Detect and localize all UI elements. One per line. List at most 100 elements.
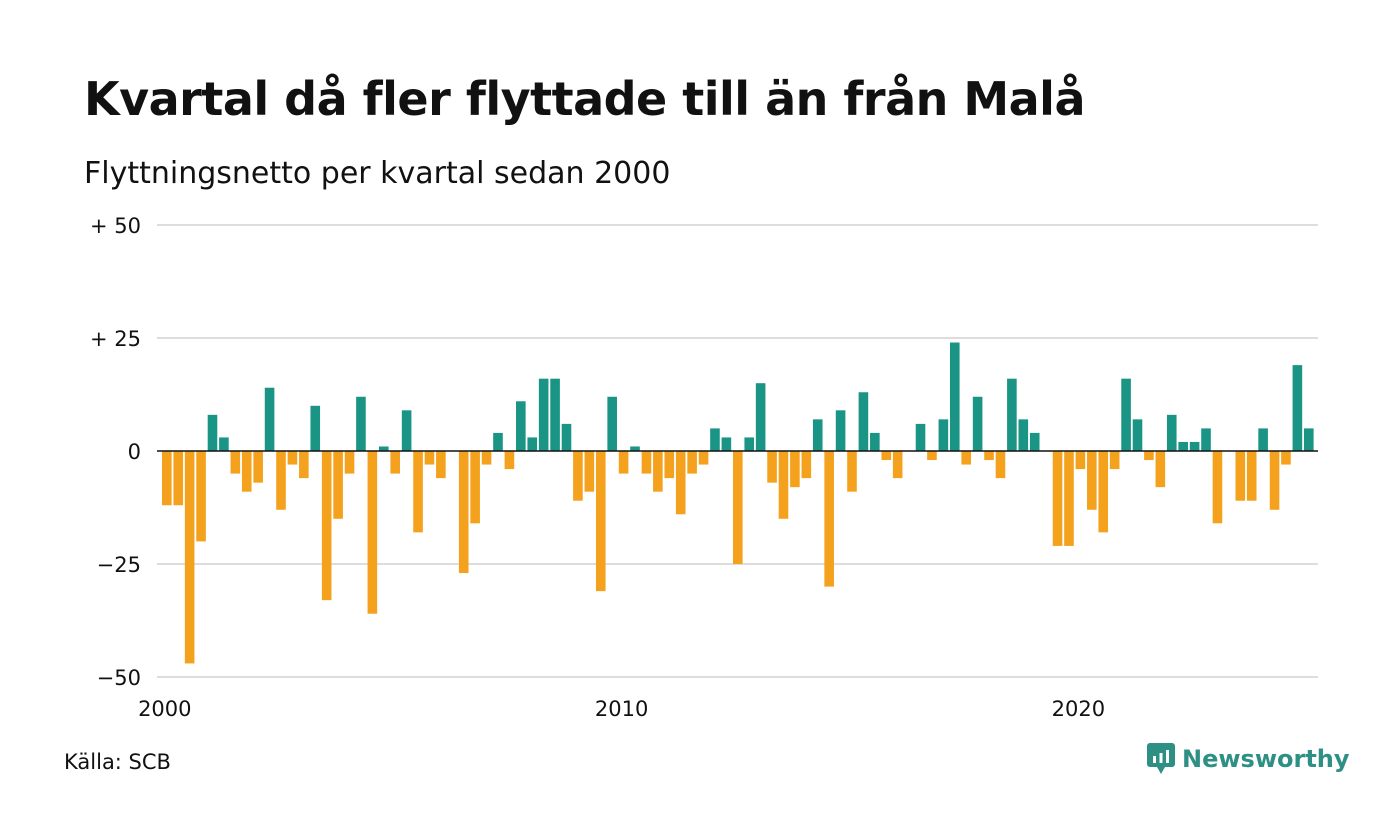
bar: [721, 437, 732, 451]
bar: [162, 451, 172, 506]
bar: [870, 432, 880, 451]
bar: [310, 405, 321, 451]
bar: [995, 451, 1006, 479]
bar: [436, 451, 446, 479]
bar: [1064, 451, 1074, 546]
bar: [253, 451, 263, 483]
bar: [504, 451, 515, 470]
bar: [196, 451, 206, 542]
bar: [1155, 451, 1166, 488]
y-tick-label: 0: [128, 440, 141, 464]
bar: [1007, 378, 1017, 451]
bar: [573, 451, 583, 501]
bar: [630, 446, 640, 451]
bar: [744, 437, 755, 451]
bar: [653, 451, 663, 492]
bar: [1201, 428, 1211, 451]
bar: [938, 419, 949, 451]
bars: [162, 342, 1314, 664]
bar: [321, 451, 332, 601]
bar: [1189, 441, 1200, 451]
bar: [767, 451, 777, 483]
bar: [481, 451, 492, 465]
x-tick-label: 2000: [138, 697, 191, 721]
grid-lines: [157, 224, 1318, 678]
bar: [470, 451, 480, 524]
y-tick-label: + 25: [90, 327, 141, 351]
bar: [801, 451, 812, 479]
bar: [1132, 419, 1143, 451]
bar: [561, 423, 572, 451]
bar: [641, 451, 652, 474]
bar: [778, 451, 789, 519]
chart-subtitle: Flyttningsnetto per kvartal sedan 2000: [84, 156, 671, 191]
brand-name: Newsworthy: [1182, 745, 1350, 773]
bar: [733, 451, 743, 564]
y-tick-label: −50: [97, 666, 141, 690]
bar: [1029, 432, 1040, 451]
bar: [276, 451, 286, 510]
bar: [516, 401, 526, 451]
bar: [264, 387, 275, 451]
bar: [915, 423, 926, 451]
bar: [812, 419, 823, 451]
bar: [378, 446, 389, 451]
bar: [881, 451, 892, 461]
bar: [961, 451, 971, 465]
bar: [584, 451, 595, 492]
bar: [824, 451, 834, 587]
bar: [333, 451, 343, 519]
bar: [401, 410, 412, 451]
bar: [984, 451, 994, 461]
bar: [241, 451, 252, 492]
bar: [972, 396, 983, 451]
bar: [1246, 451, 1257, 501]
bar: [664, 451, 675, 479]
bar: [1178, 441, 1188, 451]
bar: [1144, 451, 1154, 461]
bar: [230, 451, 241, 474]
bar: [207, 414, 218, 451]
bar: [413, 451, 423, 533]
bar: [299, 451, 309, 479]
bar: [1166, 414, 1177, 451]
bar: [1281, 451, 1291, 465]
x-tick-label: 2010: [595, 697, 648, 721]
bar: [1109, 451, 1120, 470]
bar: [550, 378, 560, 451]
bar: [538, 378, 549, 451]
bar: [287, 451, 298, 465]
bar: [687, 451, 697, 474]
bar: [595, 451, 606, 592]
bar: [1258, 428, 1268, 451]
bar: [1018, 419, 1029, 451]
bar: [949, 342, 960, 451]
bar: [835, 410, 846, 451]
bar: [1269, 451, 1280, 510]
bar: [675, 451, 686, 515]
bar: [527, 437, 538, 451]
y-tick-label: + 50: [90, 214, 141, 238]
bar: [344, 451, 355, 474]
bar: [219, 437, 229, 451]
bar: [1075, 451, 1086, 470]
chart-title: Kvartal då fler flyttade till än från Ma…: [84, 72, 1086, 126]
bar: [367, 451, 378, 614]
bar: [1087, 451, 1097, 510]
brand-logo[interactable]: Newsworthy: [1146, 742, 1350, 776]
bar: [458, 451, 469, 574]
bar: [1304, 428, 1314, 451]
bar: [710, 428, 720, 451]
bar: [698, 451, 709, 465]
bar: [173, 451, 184, 506]
bar-chart: −50 −25 0 + 25 + 50 2000 2010 2020: [90, 214, 1318, 721]
bar: [1121, 378, 1131, 451]
bar: [607, 396, 617, 451]
bar: [184, 451, 195, 664]
bar: [1052, 451, 1063, 546]
bar: [356, 396, 366, 451]
bar: [790, 451, 800, 488]
y-tick-label: −25: [97, 553, 141, 577]
x-axis-labels: 2000 2010 2020: [138, 697, 1105, 721]
bar: [1212, 451, 1223, 524]
